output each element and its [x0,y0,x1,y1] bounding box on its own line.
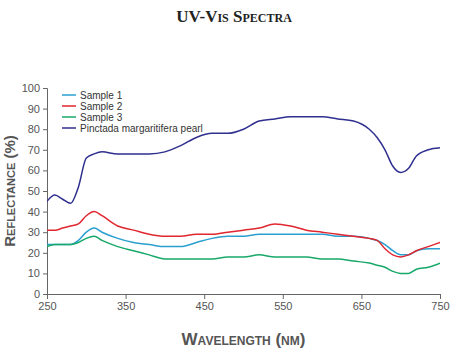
y-tick: 30 [28,226,47,238]
y-tick-label: 0 [34,288,40,300]
legend: Sample 1Sample 2Sample 3Pinctada margari… [62,90,203,134]
chart: UV-Vis Spectra 250 350 450 550 650 750 0 10 20 30 4… [0,0,468,359]
y-tick-label: 40 [28,206,40,218]
x-axis: 250 350 450 550 650 750 [38,294,449,312]
y-tick-mark [43,88,47,89]
y-tick-label: 60 [28,164,40,176]
legend-swatch [62,105,76,107]
legend-label: Sample 2 [80,101,123,112]
x-tick-mark [126,294,127,299]
legend-item: Sample 3 [62,112,123,123]
y-tick-label: 50 [28,185,40,197]
y-tick-mark [43,191,47,192]
line [47,212,440,257]
legend-label: Sample 1 [80,90,123,101]
y-axis: 0 10 20 30 40 50 60 70 80 90 100 [22,82,48,300]
lines [47,117,440,274]
y-tick-label: 100 [22,82,40,94]
y-tick: 90 [28,103,47,115]
x-tick-mark [283,294,284,299]
y-tick-mark [43,150,47,151]
legend-swatch [62,127,76,129]
line [47,117,440,204]
y-tick-mark [43,129,47,130]
legend-item: Sample 1 [62,90,123,101]
y-tick-mark [43,253,47,254]
y-tick: 10 [28,267,47,279]
y-tick: 20 [28,247,47,259]
x-tick-label: 550 [274,300,292,312]
legend-swatch [62,116,76,118]
y-tick-label: 90 [28,103,40,115]
y-tick-label: 10 [28,267,40,279]
y-tick-mark [43,232,47,233]
y-tick: 60 [28,164,47,176]
y-tick-label: 20 [28,247,40,259]
y-tick: 70 [28,144,47,156]
x-tick-label: 750 [431,300,449,312]
x-tick: 650 [353,294,371,312]
y-tick-label: 70 [28,144,40,156]
x-tick-label: 250 [38,300,56,312]
y-tick-label: 30 [28,226,40,238]
y-tick: 50 [28,185,47,197]
y-tick: 80 [28,123,47,135]
legend-item: Pinctada margaritifera pearl [62,123,203,134]
y-tick-label: 80 [28,123,40,135]
x-tick: 450 [196,294,214,312]
y-tick: 0 [34,288,47,300]
x-tick-mark [204,294,205,299]
x-tick: 750 [431,294,449,312]
y-tick-mark [43,109,47,110]
x-tick-label: 650 [353,300,371,312]
y-axis-line [43,89,48,295]
x-tick-mark [440,294,441,299]
legend-label: Sample 3 [80,112,123,123]
legend-swatch [62,94,76,96]
x-tick-label: 450 [196,300,214,312]
legend-item: Sample 2 [62,101,123,112]
legend-label: Pinctada margaritifera pearl [80,123,203,134]
x-tick: 250 [38,294,56,312]
y-axis-title: Reflectance (%) [1,135,18,246]
x-tick: 550 [274,294,292,312]
y-tick: 100 [22,82,47,94]
y-tick-mark [43,273,47,274]
x-tick-mark [361,294,362,299]
plot-area: 250 350 450 550 650 750 0 10 20 30 40 50 60 70 80 90 100… [22,82,450,312]
title: UV-Vis Spectra [176,7,292,26]
y-tick-mark [43,170,47,171]
line [47,236,440,273]
x-tick-label: 350 [117,300,135,312]
y-tick-mark [43,294,47,295]
x-axis-title: Wavelength (nm) [182,330,306,349]
y-tick: 40 [28,206,47,218]
x-tick: 350 [117,294,135,312]
y-tick-mark [43,212,47,213]
x-axis-line [48,295,441,300]
